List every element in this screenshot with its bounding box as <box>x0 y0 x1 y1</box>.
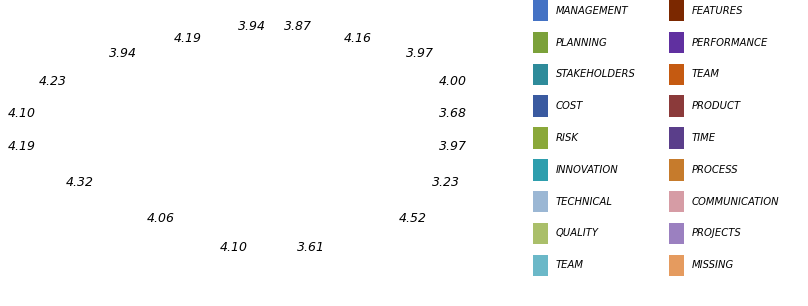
Text: PERFORMANCE: PERFORMANCE <box>692 38 768 47</box>
Text: COST: COST <box>556 101 583 111</box>
Text: 4.23: 4.23 <box>39 75 67 88</box>
Text: PLANNING: PLANNING <box>556 38 608 47</box>
Bar <box>669 0 684 21</box>
Text: PROJECTS: PROJECTS <box>692 229 742 238</box>
Text: 3.97: 3.97 <box>406 47 435 60</box>
Bar <box>669 64 684 85</box>
Bar <box>669 223 684 244</box>
Bar <box>669 159 684 181</box>
Text: 4.19: 4.19 <box>8 140 36 153</box>
Text: 3.97: 3.97 <box>439 140 467 153</box>
Text: TIME: TIME <box>692 133 716 143</box>
Bar <box>533 127 548 149</box>
Bar <box>669 32 684 53</box>
Text: 3.68: 3.68 <box>439 107 467 120</box>
Bar <box>669 191 684 212</box>
Text: MISSING: MISSING <box>692 260 734 270</box>
Text: 4.16: 4.16 <box>343 32 372 45</box>
Text: STAKEHOLDERS: STAKEHOLDERS <box>556 69 636 79</box>
Text: 4.19: 4.19 <box>174 32 202 45</box>
Text: 4.06: 4.06 <box>147 212 175 225</box>
Bar <box>669 95 684 117</box>
Text: 4.00: 4.00 <box>439 75 467 88</box>
Text: 4.52: 4.52 <box>398 212 427 225</box>
Text: 3.87: 3.87 <box>284 20 313 32</box>
Text: TEAM: TEAM <box>692 69 720 79</box>
Bar <box>533 64 548 85</box>
Text: 3.23: 3.23 <box>432 176 461 188</box>
Bar <box>669 127 684 149</box>
Bar <box>533 32 548 53</box>
Bar <box>533 95 548 117</box>
Text: 3.61: 3.61 <box>297 241 326 254</box>
Text: COMMUNICATION: COMMUNICATION <box>692 197 779 207</box>
Text: PRODUCT: PRODUCT <box>692 101 741 111</box>
Bar <box>533 255 548 276</box>
Text: TEAM: TEAM <box>556 260 584 270</box>
Bar <box>533 223 548 244</box>
Bar <box>533 159 548 181</box>
Bar <box>669 255 684 276</box>
Text: 3.94: 3.94 <box>238 20 267 32</box>
Text: 4.32: 4.32 <box>66 176 95 188</box>
Text: QUALITY: QUALITY <box>556 229 599 238</box>
Text: 4.10: 4.10 <box>8 107 36 120</box>
Bar <box>533 0 548 21</box>
Text: RISK: RISK <box>556 133 579 143</box>
Text: INNOVATION: INNOVATION <box>556 165 619 175</box>
Bar <box>533 191 548 212</box>
Text: 3.94: 3.94 <box>109 47 137 60</box>
Text: FEATURES: FEATURES <box>692 6 743 16</box>
Text: 4.10: 4.10 <box>220 241 248 254</box>
Text: TECHNICAL: TECHNICAL <box>556 197 613 207</box>
Text: MANAGEMENT: MANAGEMENT <box>556 6 629 16</box>
Text: PROCESS: PROCESS <box>692 165 739 175</box>
